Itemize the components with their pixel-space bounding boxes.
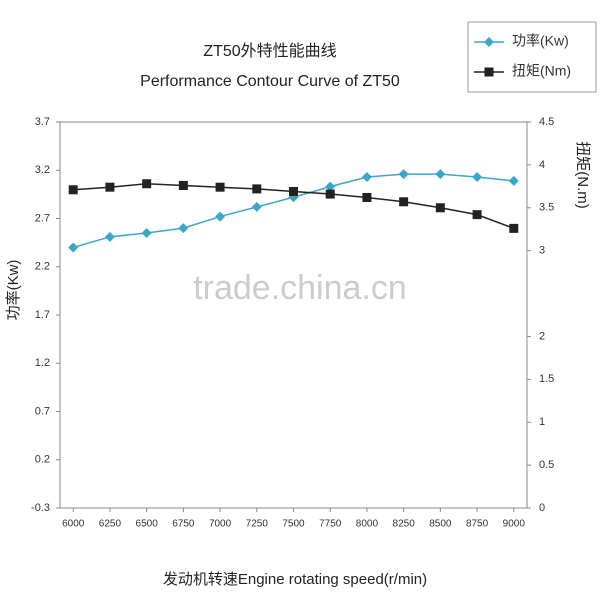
y-tick-label: 3.2: [35, 164, 50, 176]
x-tick-label: 8500: [429, 519, 452, 530]
y2-tick-label: 0.5: [539, 459, 554, 471]
x-tick-label: 6250: [99, 519, 122, 530]
x-tick-label: 6500: [136, 519, 159, 530]
data-point: [435, 203, 445, 213]
y2-tick-label: 1.5: [539, 373, 554, 385]
y-tick-label: 1.2: [35, 357, 50, 369]
data-point: [251, 201, 262, 212]
data-point: [104, 231, 115, 242]
data-point: [142, 179, 152, 189]
x-tick-label: 9000: [503, 519, 526, 530]
data-point: [398, 169, 409, 180]
y-tick-label: 2.2: [35, 261, 50, 273]
y2-tick-label: 3.5: [539, 202, 554, 214]
x-tick-label: 6750: [172, 519, 195, 530]
y2-axis-title: 扭矩(N.m): [574, 141, 591, 209]
plot-area: [59, 121, 528, 509]
data-point: [178, 180, 188, 190]
data-point: [68, 185, 78, 195]
chart-title: ZT50外特性能曲线: [203, 42, 336, 60]
data-point: [289, 186, 298, 196]
data-point: [362, 192, 372, 202]
y-axis-title: 功率(Kw): [5, 260, 22, 321]
y2-tick-label: 4: [539, 159, 545, 171]
data-point: [68, 242, 79, 253]
x-tick-label: 7750: [319, 519, 342, 530]
y-tick-label: 0.7: [35, 405, 50, 417]
data-point: [508, 175, 519, 186]
data-point: [105, 182, 115, 192]
y-tick-label: 2.7: [35, 212, 50, 224]
y2-tick-label: 1: [539, 416, 545, 428]
legend-label: 功率(Kw): [512, 33, 569, 49]
data-point: [141, 227, 152, 238]
chart-subtitle: Performance Contour Curve of ZT50: [140, 73, 400, 90]
x-tick-label: 8250: [393, 519, 416, 530]
x-tick-label: 8000: [356, 519, 379, 530]
data-point: [399, 197, 409, 207]
legend-marker: [484, 67, 494, 77]
data-point: [435, 169, 446, 180]
legend-marker: [484, 37, 494, 47]
y2-tick-label: 4.5: [539, 116, 554, 128]
data-point: [215, 182, 225, 192]
x-tick-label: 7000: [209, 519, 232, 530]
y-tick-label: 1.7: [35, 309, 50, 321]
watermark: trade.china.cn: [193, 269, 407, 307]
y-tick-label: -0.3: [31, 502, 50, 514]
data-point: [361, 172, 372, 183]
y-tick-label: 3.7: [35, 116, 50, 128]
legend-label: 扭矩(Nm): [512, 63, 571, 79]
x-tick-label: 7250: [246, 519, 269, 530]
data-point: [252, 184, 262, 194]
data-point: [472, 210, 482, 220]
x-axis-title: 发动机转速Engine rotating speed(r/min): [163, 571, 427, 588]
data-point: [509, 223, 519, 233]
data-point: [325, 189, 335, 199]
x-tick-label: 6000: [62, 519, 85, 530]
data-point: [325, 181, 336, 192]
x-tick-label: 8750: [466, 519, 489, 530]
x-tick-label: 7500: [282, 519, 305, 530]
data-point: [472, 172, 483, 183]
y2-tick-label: 2: [539, 330, 545, 342]
y2-tick-label: 0: [539, 502, 545, 514]
y2-tick-label: 3: [539, 245, 545, 257]
data-point: [178, 223, 189, 234]
data-point: [215, 211, 226, 222]
legend-box: [467, 21, 597, 93]
y-tick-label: 0.2: [35, 454, 50, 466]
